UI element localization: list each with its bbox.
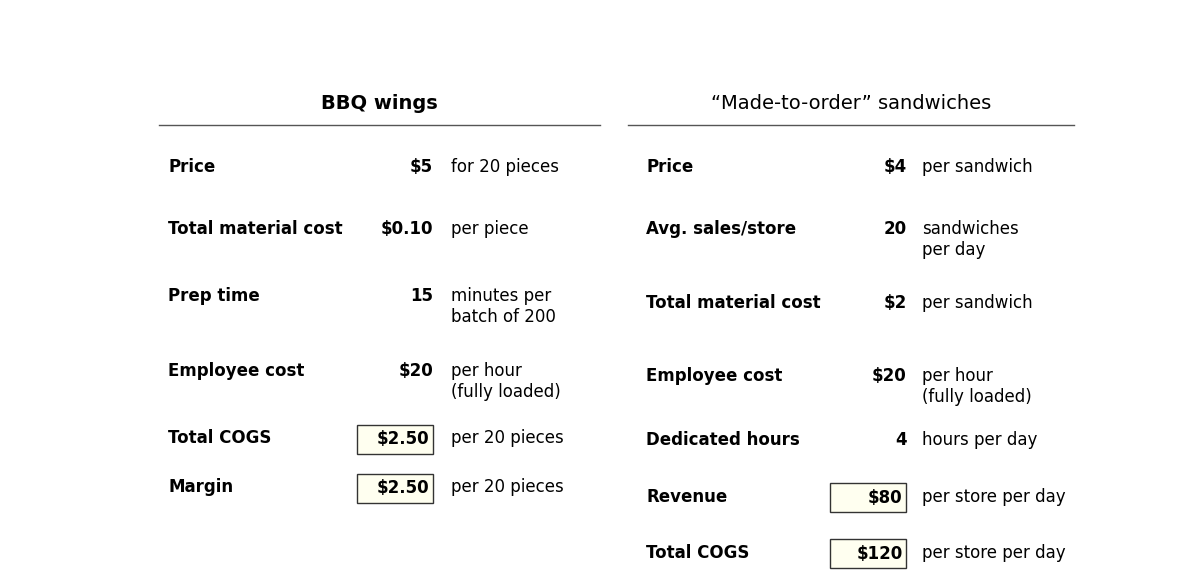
Text: per sandwich: per sandwich [922, 294, 1033, 312]
FancyBboxPatch shape [357, 425, 432, 454]
Text: Total COGS: Total COGS [168, 429, 272, 447]
Text: minutes per
batch of 200: minutes per batch of 200 [452, 287, 556, 326]
Text: sandwiches
per day: sandwiches per day [922, 220, 1019, 259]
Text: 4: 4 [895, 432, 907, 449]
Text: $2.50: $2.50 [376, 430, 429, 448]
Text: Total material cost: Total material cost [168, 220, 343, 238]
Text: Avg. sales/store: Avg. sales/store [647, 220, 797, 238]
Text: $5: $5 [410, 158, 432, 176]
Text: per 20 pieces: per 20 pieces [452, 429, 564, 447]
Text: per store per day: per store per day [922, 488, 1066, 506]
Text: Prep time: Prep time [168, 287, 260, 305]
Text: Total COGS: Total COGS [647, 544, 750, 562]
Text: $20: $20 [872, 367, 907, 385]
Text: $120: $120 [857, 545, 903, 563]
Text: $4: $4 [883, 158, 907, 176]
Text: Margin: Margin [168, 478, 234, 496]
Text: “Made-to-order” sandwiches: “Made-to-order” sandwiches [710, 93, 991, 113]
Text: BBQ wings: BBQ wings [321, 93, 438, 113]
Text: for 20 pieces: for 20 pieces [452, 158, 559, 176]
Text: per piece: per piece [452, 220, 530, 238]
Text: Revenue: Revenue [647, 488, 727, 506]
Text: Employee cost: Employee cost [168, 362, 304, 380]
Text: 15: 15 [410, 287, 432, 305]
FancyBboxPatch shape [357, 474, 432, 503]
Text: per hour
(fully loaded): per hour (fully loaded) [452, 362, 561, 401]
Text: Price: Price [168, 158, 216, 176]
Text: $2: $2 [883, 294, 907, 312]
Text: Price: Price [647, 158, 694, 176]
Text: $0.10: $0.10 [381, 220, 432, 238]
Text: $80: $80 [869, 489, 903, 507]
Text: hours per day: hours per day [922, 432, 1037, 449]
Text: 20: 20 [883, 220, 907, 238]
Text: Dedicated hours: Dedicated hours [647, 432, 800, 449]
Text: $2.50: $2.50 [376, 479, 429, 497]
Text: per hour
(fully loaded): per hour (fully loaded) [922, 367, 1031, 406]
Text: per 20 pieces: per 20 pieces [452, 478, 564, 496]
Text: $20: $20 [398, 362, 432, 380]
Text: per sandwich: per sandwich [922, 158, 1033, 176]
FancyBboxPatch shape [830, 539, 907, 568]
FancyBboxPatch shape [830, 484, 907, 512]
Text: Employee cost: Employee cost [647, 367, 782, 385]
Text: per store per day: per store per day [922, 544, 1066, 562]
Text: Total material cost: Total material cost [647, 294, 821, 312]
